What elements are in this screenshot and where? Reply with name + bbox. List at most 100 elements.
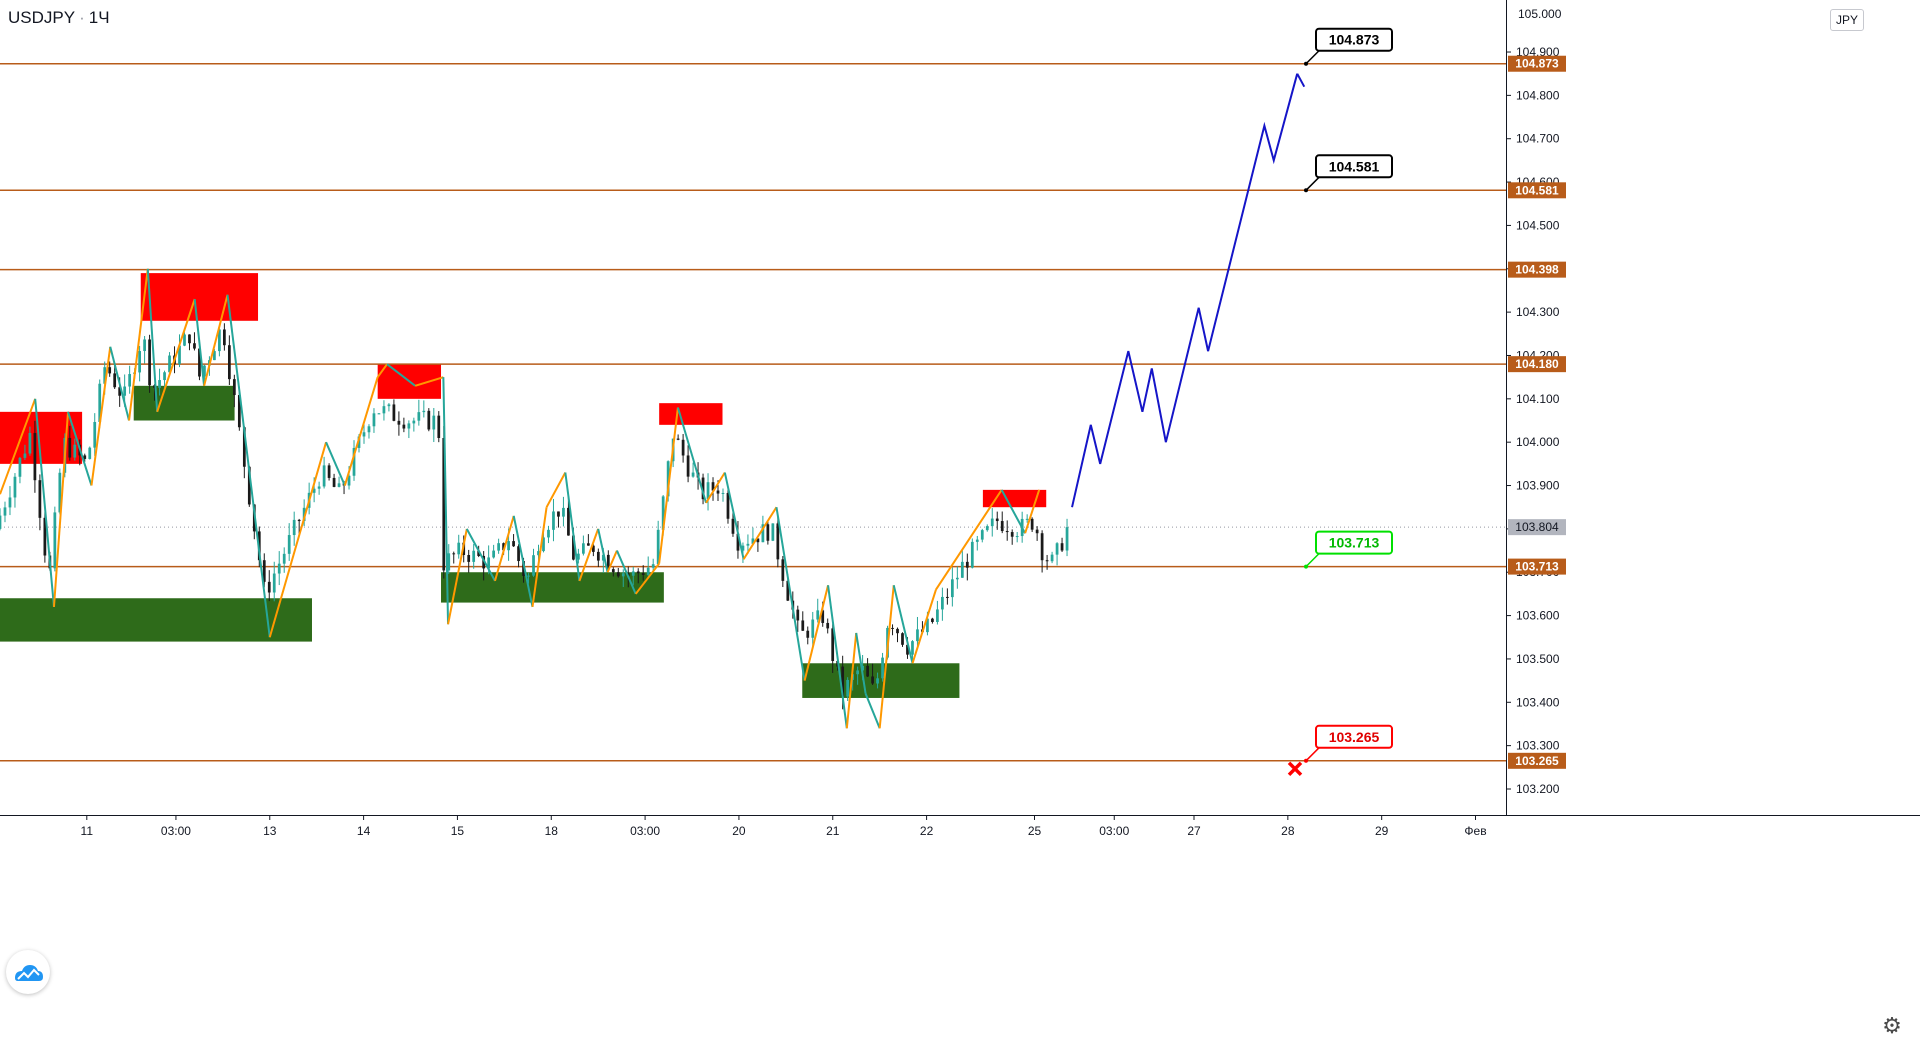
candle-body [417, 412, 421, 421]
candle-body [138, 351, 141, 373]
candle-body [93, 421, 97, 448]
callout-pin [1304, 61, 1308, 66]
candle-body [0, 515, 2, 529]
zigzag-segment [845, 632, 858, 729]
candle-body [985, 526, 989, 531]
candle-body [242, 427, 246, 467]
price-callout[interactable]: 103.713 [1304, 530, 1393, 569]
zigzag-segment [343, 376, 379, 486]
tradingview-cloud-icon[interactable] [6, 950, 50, 994]
candle-body [347, 475, 351, 486]
candle-body [567, 507, 570, 536]
demand-zone[interactable] [0, 598, 312, 642]
candle-body [990, 518, 994, 527]
candle-body [721, 492, 725, 494]
candle-body [1045, 560, 1049, 562]
candle-body [28, 432, 32, 454]
demand-zone[interactable] [802, 663, 960, 698]
candle-body [936, 609, 939, 622]
candle-body [322, 465, 326, 487]
candle-body [901, 633, 904, 645]
candle-body [950, 579, 954, 598]
price-tick-label: 104.900 [1516, 45, 1560, 59]
candle-body [606, 554, 610, 570]
price-callout[interactable]: 104.581 [1304, 154, 1393, 193]
supply-zone[interactable] [140, 273, 259, 321]
candle-body [377, 413, 381, 415]
candle-body [497, 543, 500, 551]
currency-badge[interactable]: JPY [1830, 9, 1864, 31]
candle-body [98, 383, 102, 422]
zigzag-segment [545, 472, 567, 508]
candle-body [452, 553, 456, 555]
candle-body [856, 670, 859, 675]
candle-body [557, 511, 560, 517]
zigzag-segment [827, 585, 848, 729]
gear-icon[interactable]: ⚙ [1882, 1013, 1902, 1038]
zigzag-segment [634, 562, 660, 595]
candle-body [118, 387, 122, 396]
price-level-tag [1508, 558, 1566, 575]
zigzag-segment [146, 268, 159, 412]
price-tick-label: 103.200 [1516, 782, 1560, 796]
time-tick-label: 21 [826, 824, 840, 838]
price-callout[interactable]: 103.265 [1287, 724, 1393, 777]
zigzag-segment [864, 693, 881, 729]
candle-body [876, 678, 879, 684]
candle-body [616, 572, 620, 577]
demand-zone[interactable] [133, 385, 235, 421]
candle-body [372, 413, 376, 427]
candle-body [766, 524, 770, 541]
zigzag-segment [597, 528, 609, 573]
symbol-title[interactable]: USDJPY · 1Ч [8, 8, 110, 28]
candle-body [965, 561, 969, 568]
price-level-tag [1508, 752, 1566, 769]
candle-body [128, 374, 132, 387]
candle-body [891, 627, 894, 629]
callout-box [1315, 154, 1393, 179]
candle-body [158, 380, 161, 388]
callout-box [1315, 724, 1393, 749]
current-price-tag [1508, 519, 1566, 536]
supply-zone[interactable] [659, 403, 723, 425]
candle-body [916, 629, 919, 642]
candle-body [8, 497, 12, 508]
zigzag-segment [676, 407, 708, 504]
zigzag-segment [268, 441, 328, 638]
time-axis-panel[interactable] [0, 816, 1920, 1042]
demand-zone[interactable] [441, 572, 664, 603]
candle-body [143, 339, 146, 352]
candle-body [537, 551, 540, 556]
price-level-tag-label: 104.581 [1515, 183, 1559, 197]
candle-body [482, 555, 486, 569]
candle-body [577, 553, 580, 560]
zigzag-segment [376, 363, 388, 378]
zigzag-segment [1000, 489, 1026, 534]
zigzag-segment [855, 632, 867, 694]
time-tick-label: Фев [1464, 824, 1486, 838]
zigzag-segment [128, 268, 149, 421]
candle-body [507, 541, 510, 551]
candle-body [218, 329, 221, 352]
candle-body [247, 466, 251, 505]
candle-body [731, 518, 735, 534]
candle-body [831, 628, 835, 661]
zigzag-segment [325, 441, 346, 486]
price-callout[interactable]: 104.873 [1304, 27, 1393, 66]
candle-body [183, 334, 186, 346]
candle-body [33, 432, 37, 481]
candle-body [13, 476, 17, 498]
price-level-tag-label: 104.398 [1515, 263, 1559, 277]
candle-body [382, 406, 386, 414]
candle-body [472, 550, 476, 562]
zigzag-segment [512, 515, 534, 608]
price-level-tag [1508, 55, 1566, 72]
candle-body [681, 439, 685, 456]
zigzag-segment [578, 528, 600, 582]
candle-body [68, 437, 72, 458]
candle-body [866, 665, 869, 677]
price-level-tag [1508, 182, 1566, 199]
candle-body [955, 577, 959, 580]
forecast-path[interactable] [1071, 73, 1299, 508]
